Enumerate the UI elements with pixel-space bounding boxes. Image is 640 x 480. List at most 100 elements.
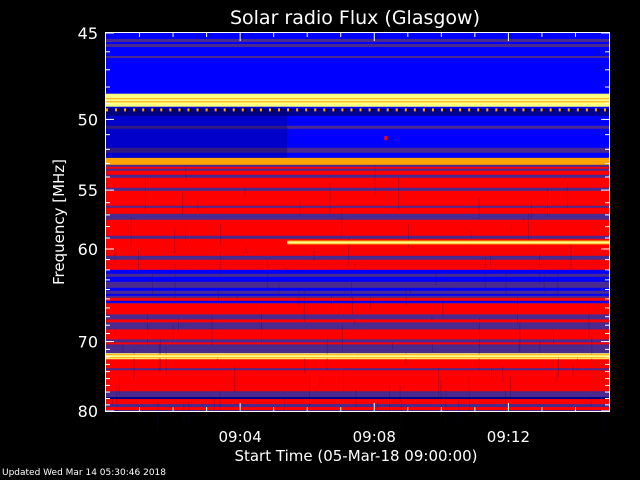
time-grain — [343, 371, 345, 390]
spectrum-stripe — [106, 185, 609, 189]
y-tick-label: 80 — [78, 402, 98, 421]
spectrum-stripe — [106, 319, 609, 323]
spectrum-stripe — [106, 33, 609, 37]
spectrum-stripe — [106, 368, 609, 371]
periodic-pulse — [151, 108, 154, 112]
spectrum-stripe — [106, 226, 609, 230]
time-grain — [151, 273, 153, 297]
spectrum-stripe — [106, 196, 609, 201]
spectrum-stripe — [106, 183, 609, 187]
time-grain — [172, 323, 174, 341]
spectrum-stripe — [106, 209, 609, 213]
spectrum-stripe — [106, 177, 609, 182]
spectrum-stripe — [106, 366, 609, 369]
spectrum-stripe — [106, 273, 609, 278]
x-tick-label: 09:08 — [353, 428, 396, 446]
time-grain — [405, 353, 407, 367]
time-grain — [502, 365, 504, 382]
spectrum-stripe — [106, 250, 609, 254]
time-grain — [219, 251, 221, 275]
time-grain — [566, 182, 568, 208]
spectrum-stripe — [106, 112, 609, 117]
spectrum-stripe — [106, 152, 609, 157]
time-grain — [370, 293, 372, 309]
spectrum-stripe — [106, 266, 609, 271]
spectrum-stripe — [106, 252, 609, 257]
spectrum-stripe — [106, 290, 609, 295]
spectrum-stripe — [106, 155, 609, 159]
time-grain — [557, 272, 559, 298]
updated-timestamp: Updated Wed Mar 14 05:30:46 2018 — [2, 468, 166, 478]
plot-area — [106, 33, 609, 432]
periodic-pulse — [404, 108, 407, 112]
spectrum-stripe — [106, 78, 609, 81]
time-grain — [570, 239, 572, 270]
time-grain — [539, 253, 541, 285]
time-grain — [399, 385, 401, 403]
spectrum-stripe — [106, 110, 609, 114]
time-grain — [219, 391, 221, 420]
spectrum-stripe — [106, 386, 609, 390]
time-grain — [445, 389, 447, 422]
time-grain — [236, 294, 238, 300]
periodic-pulse — [540, 108, 543, 112]
time-grain — [157, 401, 159, 430]
periodic-pulse — [549, 108, 552, 112]
time-grain — [517, 297, 519, 325]
x-tick-label: 09:12 — [487, 428, 530, 446]
time-grain — [523, 219, 525, 224]
spectrum-stripe — [106, 281, 609, 286]
time-grain — [350, 280, 352, 298]
periodic-pulse — [205, 108, 208, 112]
time-grain — [338, 306, 340, 315]
time-grain — [518, 341, 520, 353]
time-grain — [479, 318, 481, 346]
spectrum-stripe — [106, 102, 609, 106]
y-tick-label: 50 — [78, 110, 98, 129]
spectrum-stripe — [106, 302, 609, 304]
time-grain — [557, 357, 559, 378]
spectrum-stripe — [106, 389, 609, 392]
spectrum-stripe — [106, 207, 609, 211]
spectrum-stripe — [106, 128, 609, 132]
periodic-pulse — [413, 108, 416, 112]
spectrum-stripe — [106, 325, 609, 328]
time-grain — [405, 288, 407, 306]
spectrum-stripe — [106, 135, 609, 139]
periodic-pulse — [160, 108, 163, 112]
time-grain — [468, 376, 470, 410]
spectrum-stripe — [106, 174, 609, 179]
periodic-pulse — [486, 108, 489, 112]
spectrum-stripe — [106, 144, 609, 149]
periodic-pulse — [513, 108, 516, 112]
spectrum-stripe — [106, 297, 609, 302]
spectrum-stripe — [106, 117, 609, 121]
spectrum-stripe — [106, 91, 609, 94]
time-grain — [470, 230, 472, 245]
time-grain — [138, 249, 140, 272]
time-grain — [220, 223, 222, 245]
time-grain — [216, 355, 218, 362]
spectrum-stripe — [106, 322, 609, 326]
spectrum-stripe — [106, 76, 609, 79]
spectrum-stripe — [106, 61, 609, 64]
spectrum-stripe — [106, 224, 609, 228]
periodic-pulse — [440, 108, 443, 112]
spectrum-stripe — [106, 279, 609, 283]
spectrum-stripe — [106, 347, 609, 351]
spectrum-stripe — [106, 47, 609, 51]
spectrum-stripe — [106, 295, 609, 299]
spectrum-stripe — [106, 243, 609, 248]
spectrum-stripe — [106, 264, 609, 268]
time-grain — [234, 366, 236, 394]
time-grain — [147, 312, 149, 346]
time-grain — [374, 165, 376, 195]
periodic-pulse — [323, 108, 326, 112]
periodic-pulse — [232, 108, 235, 112]
y-tick-label: 55 — [78, 181, 98, 200]
interference-spot — [384, 136, 388, 141]
spectrum-stripe — [106, 257, 609, 261]
y-tick-label: 60 — [78, 240, 98, 259]
time-grain — [539, 341, 541, 354]
spectrum-stripe — [106, 106, 609, 110]
